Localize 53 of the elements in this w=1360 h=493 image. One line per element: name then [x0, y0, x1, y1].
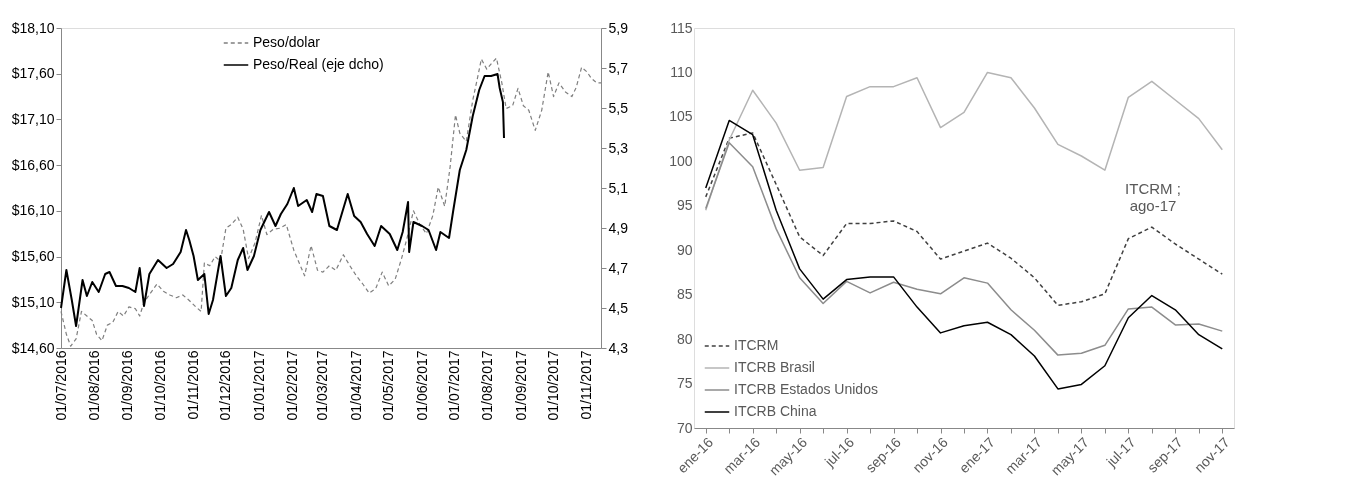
x-tick-label: 01/05/2017	[380, 350, 397, 421]
legend-label: ITCRM	[734, 337, 779, 353]
y2-tick-label: 5,9	[608, 19, 629, 36]
x-tick-label: 01/09/2016	[119, 350, 136, 421]
legend-label: Peso/Real (eje dcho)	[253, 56, 384, 72]
legend-label: ITCRB China	[734, 403, 817, 419]
x-tick-label: 01/03/2017	[314, 350, 331, 421]
y-tick-label: $16,10	[11, 202, 55, 219]
y-tick-label: $18,10	[11, 19, 55, 36]
y-tick-label: 95	[676, 197, 693, 214]
y-tick-label: $17,10	[11, 110, 55, 127]
y2-tick-label: 4,7	[608, 259, 629, 276]
x-tick-label: 01/07/2017	[445, 350, 462, 421]
x-tick-label: 01/04/2017	[347, 350, 364, 421]
y2-tick-label: 5,1	[608, 179, 629, 196]
line-series	[60, 73, 505, 327]
y-tick-label: 70	[676, 419, 693, 436]
y2-tick-label: 4,5	[608, 299, 629, 316]
x-tick-label: 01/10/2016	[151, 350, 168, 421]
y2-tick-label: 5,3	[608, 139, 629, 156]
y-tick-label: 90	[676, 241, 693, 258]
x-tick-label: 01/11/2016	[185, 350, 202, 420]
annotation: ITCRM ; ago-17	[1125, 180, 1181, 215]
legend-label: ITCRB Brasil	[734, 359, 815, 375]
y2-tick-label: 5,5	[608, 99, 629, 116]
x-tick-label: 01/09/2017	[512, 350, 529, 421]
y-tick-label: 110	[670, 63, 693, 80]
x-tick-label: 01/08/2017	[479, 350, 496, 421]
y2-tick-label: 4,3	[608, 339, 629, 356]
y2-tick-label: 5,7	[608, 59, 629, 76]
x-tick-label: 01/02/2017	[284, 350, 301, 421]
x-tick-label: 01/01/2017	[250, 350, 267, 421]
x-tick-label: 01/06/2017	[413, 350, 430, 421]
legend-label: ITCRB Estados Unidos	[734, 381, 878, 397]
y-tick-label: 115	[670, 19, 693, 36]
y-tick-label: 100	[669, 152, 693, 169]
x-tick-label: 01/12/2016	[217, 350, 234, 421]
y-tick-label: 80	[676, 330, 693, 347]
line-series	[704, 141, 1224, 356]
y2-tick-label: 4,9	[608, 219, 629, 236]
y-tick-label: 105	[669, 108, 693, 125]
y-tick-label: $15,60	[11, 248, 55, 265]
x-tick-label: 01/08/2016	[85, 350, 102, 421]
legend-label: Peso/dolar	[253, 34, 321, 50]
x-tick-label: 01/10/2017	[545, 350, 562, 421]
y-tick-label: $17,60	[11, 65, 55, 82]
line-series	[704, 132, 1224, 307]
y-tick-label: 75	[676, 375, 693, 392]
y-tick-label: 85	[676, 286, 693, 303]
x-tick-label: 01/11/2017	[578, 350, 595, 420]
y-tick-label: $15,10	[11, 293, 55, 310]
y-tick-label: $16,60	[11, 156, 55, 173]
y-tick-label: $14,60	[11, 339, 55, 356]
